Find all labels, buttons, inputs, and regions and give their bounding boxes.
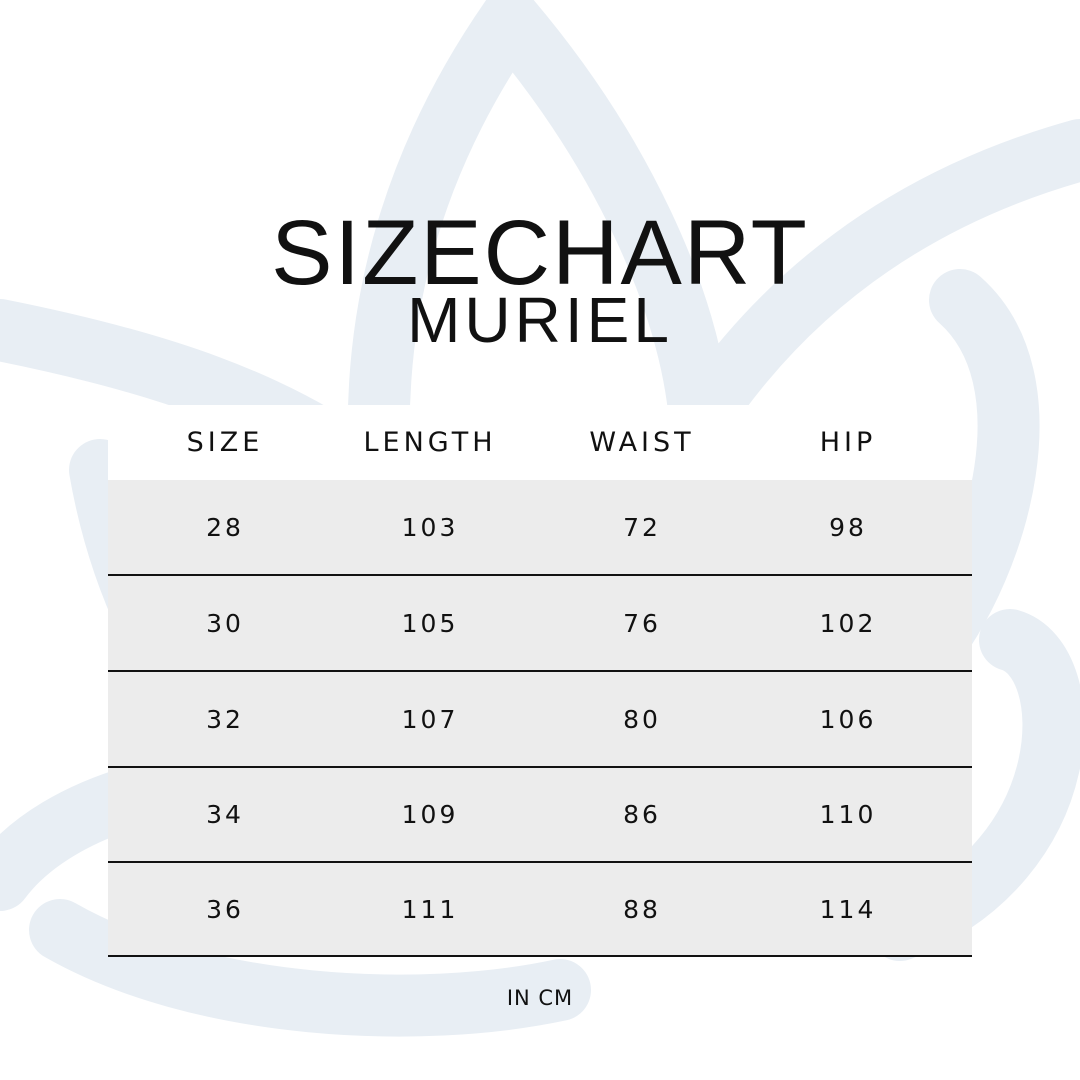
cell-waist: 76 bbox=[623, 608, 661, 638]
table-row: 36 111 88 114 bbox=[108, 863, 972, 957]
cell-waist: 72 bbox=[623, 512, 661, 542]
cell-hip: 110 bbox=[819, 800, 877, 829]
cell-size: 32 bbox=[206, 704, 244, 734]
cell-waist: 88 bbox=[623, 894, 661, 924]
cell-size: 30 bbox=[206, 608, 244, 638]
cell-size: 34 bbox=[206, 800, 244, 829]
cell-hip: 102 bbox=[819, 608, 877, 638]
cell-length: 103 bbox=[401, 512, 459, 542]
size-table: SIZE LENGTH WAIST HIP 28 103 72 98 30 10… bbox=[108, 405, 972, 957]
cell-size: 28 bbox=[206, 512, 244, 542]
cell-length: 105 bbox=[401, 608, 459, 638]
header-waist: WAIST bbox=[589, 427, 695, 458]
table-row: 34 109 86 110 bbox=[108, 768, 972, 863]
cell-waist: 80 bbox=[623, 704, 661, 734]
header-length: LENGTH bbox=[363, 427, 497, 458]
cell-hip: 114 bbox=[819, 894, 877, 924]
cell-waist: 86 bbox=[623, 800, 661, 829]
page-title: SIZECHART bbox=[271, 202, 809, 304]
unit-note: IN CM bbox=[506, 986, 574, 1010]
table-row: 28 103 72 98 bbox=[108, 480, 972, 576]
table-row: 32 107 80 106 bbox=[108, 672, 972, 768]
cell-hip: 98 bbox=[829, 512, 867, 542]
header-size: SIZE bbox=[186, 427, 264, 458]
product-name: MURIEL bbox=[407, 284, 673, 356]
cell-length: 111 bbox=[401, 894, 459, 924]
cell-hip: 106 bbox=[819, 704, 877, 734]
cell-length: 109 bbox=[401, 800, 459, 829]
table-header: SIZE LENGTH WAIST HIP bbox=[108, 405, 972, 480]
table-row: 30 105 76 102 bbox=[108, 576, 972, 672]
cell-length: 107 bbox=[401, 704, 459, 734]
header-hip: HIP bbox=[819, 427, 877, 458]
cell-size: 36 bbox=[206, 894, 244, 924]
